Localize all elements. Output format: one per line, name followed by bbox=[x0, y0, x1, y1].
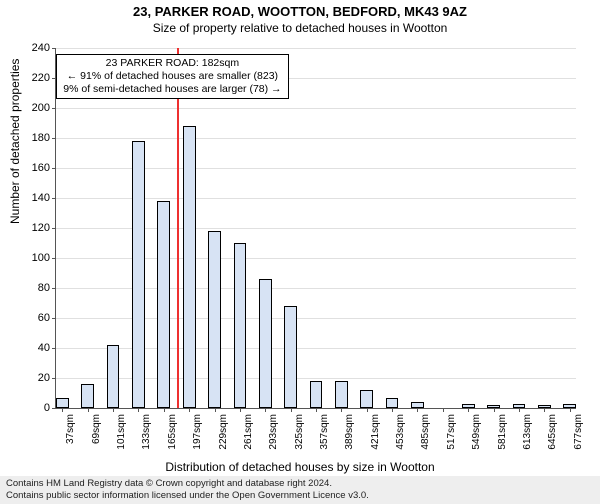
histogram-bar bbox=[81, 384, 94, 408]
x-tick bbox=[417, 408, 418, 412]
x-tick-label: 165sqm bbox=[167, 414, 178, 464]
x-tick bbox=[443, 408, 444, 412]
y-tick bbox=[52, 228, 56, 229]
x-tick-label: 229sqm bbox=[218, 414, 229, 464]
x-tick-label: 357sqm bbox=[319, 414, 330, 464]
x-tick-label: 389sqm bbox=[344, 414, 355, 464]
y-tick bbox=[52, 48, 56, 49]
x-tick-label: 69sqm bbox=[91, 414, 102, 464]
x-tick bbox=[519, 408, 520, 412]
y-tick-label: 220 bbox=[20, 72, 50, 84]
histogram-bar bbox=[132, 141, 145, 408]
annotation-line: 9% of semi-detached houses are larger (7… bbox=[63, 83, 281, 96]
x-tick-label: 37sqm bbox=[65, 414, 76, 464]
gridline bbox=[56, 108, 576, 109]
y-tick-label: 40 bbox=[20, 342, 50, 354]
y-tick-label: 100 bbox=[20, 252, 50, 264]
x-tick bbox=[138, 408, 139, 412]
marker-line bbox=[177, 48, 179, 408]
histogram-bar bbox=[360, 390, 373, 408]
x-tick bbox=[113, 408, 114, 412]
y-tick-label: 240 bbox=[20, 42, 50, 54]
x-tick-label: 453sqm bbox=[395, 414, 406, 464]
x-tick bbox=[367, 408, 368, 412]
annotation-line: ← 91% of detached houses are smaller (82… bbox=[63, 70, 281, 83]
gridline bbox=[56, 138, 576, 139]
x-tick-label: 261sqm bbox=[243, 414, 254, 464]
x-tick bbox=[240, 408, 241, 412]
histogram-bar bbox=[284, 306, 297, 408]
y-tick-label: 20 bbox=[20, 372, 50, 384]
histogram-bar bbox=[234, 243, 247, 408]
x-tick bbox=[62, 408, 63, 412]
x-tick bbox=[291, 408, 292, 412]
y-tick bbox=[52, 408, 56, 409]
histogram-bar bbox=[335, 381, 348, 408]
x-tick-label: 485sqm bbox=[420, 414, 431, 464]
x-tick-label: 549sqm bbox=[471, 414, 482, 464]
x-tick-label: 613sqm bbox=[522, 414, 533, 464]
x-tick-label: 581sqm bbox=[497, 414, 508, 464]
x-tick bbox=[544, 408, 545, 412]
y-tick bbox=[52, 348, 56, 349]
x-tick bbox=[570, 408, 571, 412]
histogram-bar bbox=[386, 398, 399, 409]
x-tick-label: 293sqm bbox=[268, 414, 279, 464]
y-tick bbox=[52, 258, 56, 259]
gridline bbox=[56, 48, 576, 49]
x-tick-label: 677sqm bbox=[573, 414, 584, 464]
x-tick bbox=[215, 408, 216, 412]
y-tick bbox=[52, 198, 56, 199]
x-tick-label: 421sqm bbox=[370, 414, 381, 464]
page-title: 23, PARKER ROAD, WOOTTON, BEDFORD, MK43 … bbox=[0, 4, 600, 19]
histogram-bar bbox=[157, 201, 170, 408]
histogram-bar bbox=[107, 345, 120, 408]
x-tick bbox=[316, 408, 317, 412]
annotation-box: 23 PARKER ROAD: 182sqm← 91% of detached … bbox=[56, 54, 288, 99]
x-tick-label: 645sqm bbox=[547, 414, 558, 464]
x-tick-label: 133sqm bbox=[141, 414, 152, 464]
footer-line-2: Contains public sector information licen… bbox=[6, 490, 594, 502]
histogram-bar bbox=[208, 231, 221, 408]
histogram-plot: 37sqm69sqm101sqm133sqm165sqm197sqm229sqm… bbox=[55, 48, 576, 409]
histogram-bar bbox=[310, 381, 323, 408]
footer-line-1: Contains HM Land Registry data © Crown c… bbox=[6, 478, 594, 490]
y-tick bbox=[52, 168, 56, 169]
y-tick bbox=[52, 378, 56, 379]
annotation-line: 23 PARKER ROAD: 182sqm bbox=[63, 57, 281, 70]
x-tick bbox=[265, 408, 266, 412]
x-tick-label: 101sqm bbox=[116, 414, 127, 464]
histogram-bar bbox=[183, 126, 196, 408]
y-tick-label: 180 bbox=[20, 132, 50, 144]
y-tick-label: 200 bbox=[20, 102, 50, 114]
y-tick bbox=[52, 288, 56, 289]
y-tick bbox=[52, 108, 56, 109]
y-tick bbox=[52, 318, 56, 319]
histogram-bar bbox=[56, 398, 69, 409]
page-subtitle: Size of property relative to detached ho… bbox=[0, 21, 600, 35]
x-tick bbox=[88, 408, 89, 412]
y-tick-label: 120 bbox=[20, 222, 50, 234]
x-axis-title: Distribution of detached houses by size … bbox=[0, 460, 600, 474]
chart-area: 37sqm69sqm101sqm133sqm165sqm197sqm229sqm… bbox=[55, 48, 575, 408]
y-tick bbox=[52, 138, 56, 139]
x-tick bbox=[341, 408, 342, 412]
x-tick bbox=[189, 408, 190, 412]
x-tick-label: 197sqm bbox=[192, 414, 203, 464]
histogram-bar bbox=[259, 279, 272, 408]
x-tick bbox=[468, 408, 469, 412]
x-tick-label: 325sqm bbox=[294, 414, 305, 464]
x-tick bbox=[392, 408, 393, 412]
y-tick-label: 140 bbox=[20, 192, 50, 204]
y-tick-label: 0 bbox=[20, 402, 50, 414]
y-tick-label: 60 bbox=[20, 312, 50, 324]
y-tick-label: 80 bbox=[20, 282, 50, 294]
x-tick bbox=[164, 408, 165, 412]
x-tick bbox=[494, 408, 495, 412]
x-tick-label: 517sqm bbox=[446, 414, 457, 464]
y-tick-label: 160 bbox=[20, 162, 50, 174]
